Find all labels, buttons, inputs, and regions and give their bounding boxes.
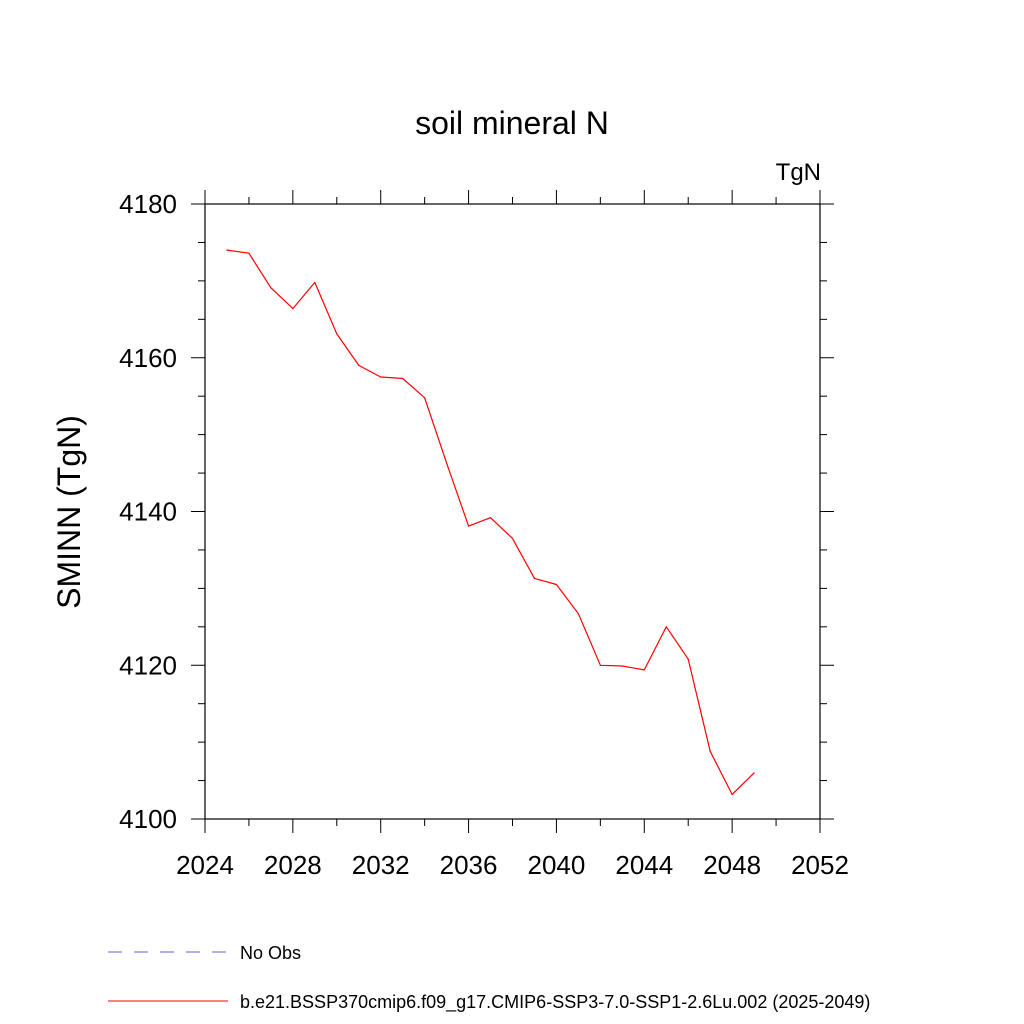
data-point	[358, 364, 360, 367]
data-point	[248, 252, 250, 254]
axes: 2024 2028 2032 2036 2040 2044 2048 2052 4100 4120…	[119, 189, 849, 880]
data-point	[270, 287, 272, 289]
data-point	[753, 772, 755, 774]
data-point	[446, 462, 448, 464]
units-label: TgN	[776, 159, 821, 186]
x-tick-label: 2036	[440, 850, 498, 880]
x-tick-label: 2032	[352, 850, 410, 880]
data-point	[314, 281, 316, 284]
data-point	[687, 658, 689, 660]
series-layer	[226, 249, 755, 796]
legend-label: No Obs	[240, 943, 301, 963]
data-point	[424, 397, 426, 399]
y-tick-label: 4140	[119, 497, 177, 527]
x-tick-label: 2028	[264, 850, 322, 880]
data-point	[402, 377, 404, 380]
data-point	[577, 613, 579, 615]
data-point	[533, 577, 536, 579]
x-tick-label: 2024	[176, 850, 234, 880]
x-tick-label: 2044	[615, 850, 673, 880]
y-tick-label: 4100	[119, 804, 177, 834]
x-tick-label: 2048	[703, 850, 761, 880]
data-point	[599, 664, 601, 666]
data-point	[709, 750, 711, 752]
chart-title: soil mineral N	[415, 105, 609, 141]
data-point	[226, 249, 228, 251]
data-point	[665, 626, 667, 628]
data-point	[336, 333, 338, 335]
data-point	[489, 517, 492, 519]
data-point	[380, 376, 382, 378]
x-tick-label: 2052	[791, 850, 849, 880]
data-point	[643, 669, 645, 671]
data-point	[511, 537, 514, 540]
y-axis-title: SMINN (TgN)	[51, 415, 87, 609]
data-point	[555, 583, 558, 586]
data-point	[292, 307, 294, 310]
y-tick-label: 4120	[119, 650, 177, 680]
y-tick-label: 4160	[119, 343, 177, 373]
y-tick-label: 4180	[119, 189, 177, 219]
series-line	[226, 249, 755, 796]
legend: No Obs b.e21.BSSP370cmip6.f09_g17.CMIP6-S…	[108, 943, 870, 1013]
plot-frame	[204, 203, 821, 820]
data-point	[731, 793, 733, 796]
legend-label: b.e21.BSSP370cmip6.f09_g17.CMIP6-SSP3-7.…	[240, 992, 870, 1013]
data-point	[621, 665, 623, 667]
data-point	[467, 525, 470, 527]
x-tick-label: 2040	[528, 850, 586, 880]
